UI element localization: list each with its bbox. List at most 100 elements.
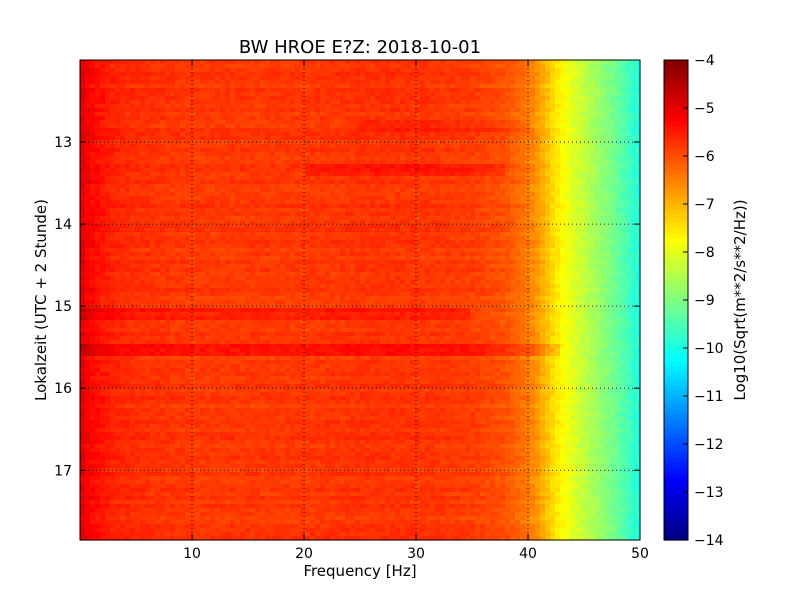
heatmap-cell	[280, 136, 286, 141]
heatmap-cell	[485, 164, 491, 169]
heatmap-cell	[520, 164, 526, 169]
heatmap-cell	[420, 72, 426, 77]
heatmap-cell	[310, 144, 316, 149]
heatmap-cell	[325, 92, 331, 97]
heatmap-cell	[205, 224, 211, 229]
heatmap-cell	[420, 180, 426, 185]
heatmap-cell	[615, 100, 621, 105]
heatmap-cell	[85, 208, 91, 213]
heatmap-cell	[95, 148, 101, 153]
heatmap-cell	[210, 156, 216, 161]
heatmap-cell	[630, 96, 636, 101]
heatmap-cell	[90, 84, 96, 89]
heatmap-cell	[245, 204, 251, 209]
heatmap-cell	[505, 124, 511, 129]
heatmap-cell	[530, 132, 536, 137]
heatmap-cell	[175, 204, 181, 209]
heatmap-cell	[555, 68, 561, 73]
heatmap-cell	[615, 164, 621, 169]
heatmap-cell	[595, 232, 601, 237]
heatmap-cell	[105, 68, 111, 73]
heatmap-cell	[495, 68, 501, 73]
heatmap-cell	[80, 96, 86, 101]
heatmap-cell	[300, 100, 306, 105]
heatmap-cell	[435, 192, 441, 197]
heatmap-cell	[135, 148, 141, 153]
heatmap-cell	[450, 208, 456, 213]
heatmap-cell	[235, 184, 241, 189]
heatmap-cell	[410, 180, 416, 185]
heatmap-cell	[455, 96, 461, 101]
heatmap-cell	[135, 232, 141, 237]
heatmap-cell	[580, 128, 586, 133]
heatmap-cell	[460, 80, 466, 85]
heatmap-cell	[630, 164, 636, 169]
heatmap-cell	[275, 184, 281, 189]
heatmap-cell	[280, 120, 286, 125]
heatmap-cell	[175, 64, 181, 69]
heatmap-cell	[165, 216, 171, 221]
heatmap-cell	[300, 200, 306, 205]
heatmap-cell	[625, 60, 631, 65]
heatmap-cell	[530, 232, 536, 237]
heatmap-cell	[135, 64, 141, 69]
heatmap-cell	[385, 160, 391, 165]
heatmap-cell	[410, 216, 416, 221]
heatmap-cell	[155, 104, 161, 109]
heatmap-cell	[610, 160, 616, 165]
heatmap-cell	[520, 216, 526, 221]
heatmap-cell	[305, 224, 311, 229]
heatmap-cell	[495, 216, 501, 221]
heatmap-cell	[230, 72, 236, 77]
heatmap-cell	[260, 236, 266, 241]
heatmap-cell	[170, 160, 176, 165]
heatmap-cell	[370, 68, 376, 73]
heatmap-cell	[245, 100, 251, 105]
heatmap-cell	[290, 104, 296, 109]
heatmap-cell	[475, 224, 481, 229]
heatmap-cell	[570, 60, 576, 65]
heatmap-cell	[365, 220, 371, 225]
heatmap-cell	[175, 72, 181, 77]
heatmap-cell	[385, 144, 391, 149]
heatmap-cell	[365, 84, 371, 89]
heatmap-cell	[215, 68, 221, 73]
heatmap-cell	[560, 68, 566, 73]
heatmap-cell	[580, 116, 586, 121]
heatmap-cell	[165, 140, 171, 145]
heatmap-cell	[465, 124, 471, 129]
heatmap-cell	[150, 112, 156, 117]
heatmap-cell	[590, 76, 596, 81]
heatmap-cell	[425, 140, 431, 145]
heatmap-cell	[220, 100, 226, 105]
heatmap-cell	[415, 208, 421, 213]
heatmap-cell	[285, 120, 291, 125]
heatmap-cell	[335, 64, 341, 69]
heatmap-cell	[325, 120, 331, 125]
heatmap-cell	[585, 180, 591, 185]
heatmap-cell	[185, 224, 191, 229]
heatmap-cell	[285, 108, 291, 113]
heatmap-cell	[320, 172, 326, 177]
heatmap-cell	[300, 180, 306, 185]
heatmap-cell	[635, 76, 641, 81]
heatmap-cell	[160, 72, 166, 77]
heatmap-cell	[535, 208, 541, 213]
heatmap-cell	[320, 108, 326, 113]
heatmap-cell	[280, 188, 286, 193]
heatmap-cell	[600, 220, 606, 225]
heatmap-cell	[360, 92, 366, 97]
heatmap-cell	[470, 188, 476, 193]
heatmap-cell	[515, 144, 521, 149]
heatmap-cell	[305, 116, 311, 121]
heatmap-cell	[450, 64, 456, 69]
heatmap-cell	[600, 204, 606, 209]
heatmap-cell	[610, 168, 616, 173]
heatmap-cell	[280, 208, 286, 213]
heatmap-cell	[555, 64, 561, 69]
heatmap-cell	[530, 108, 536, 113]
heatmap-cell	[185, 188, 191, 193]
heatmap-cell	[360, 196, 366, 201]
heatmap-cell	[390, 212, 396, 217]
heatmap-cell	[240, 220, 246, 225]
